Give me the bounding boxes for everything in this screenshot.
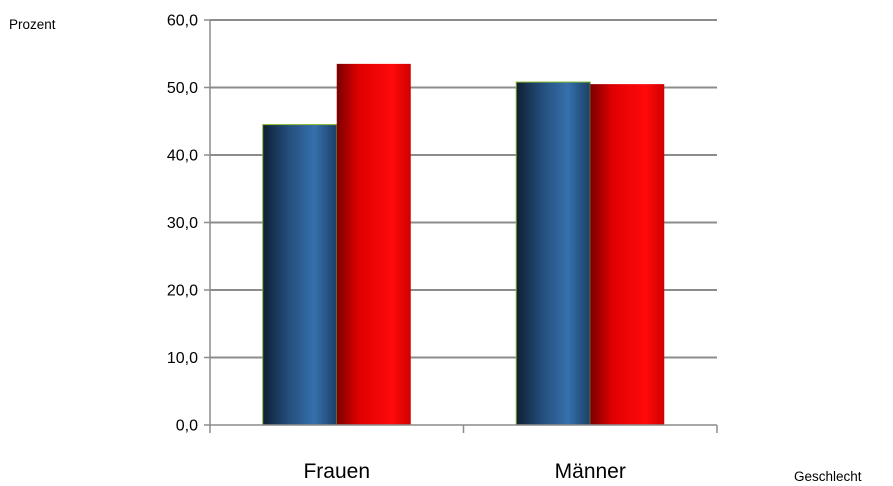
y-tick-label: 30,0 — [167, 215, 198, 232]
bar-männer-series-2 — [590, 84, 665, 425]
y-tick-label: 60,0 — [167, 13, 198, 30]
axes — [204, 19, 718, 433]
x-axis-title: Geschlecht — [794, 469, 862, 484]
y-axis-title: Prozent — [9, 17, 56, 32]
bar-männer-series-1 — [515, 81, 591, 426]
x-category-labels: Frauen Männer — [303, 460, 625, 483]
y-tick-labels: 0,0 10,0 20,0 30,0 40,0 50,0 60,0 — [167, 13, 198, 435]
x-category-label: Männer — [555, 460, 626, 483]
y-tick-label: 0,0 — [176, 418, 198, 435]
y-tick-label: 20,0 — [167, 283, 198, 300]
bar-frauen-series-1 — [262, 124, 338, 426]
bars — [262, 63, 665, 426]
y-tick-label: 50,0 — [167, 80, 198, 97]
x-category-label: Frauen — [303, 460, 370, 483]
y-tick-label: 40,0 — [167, 148, 198, 165]
y-tick-label: 10,0 — [167, 350, 198, 367]
bar-frauen-series-2 — [336, 63, 411, 425]
